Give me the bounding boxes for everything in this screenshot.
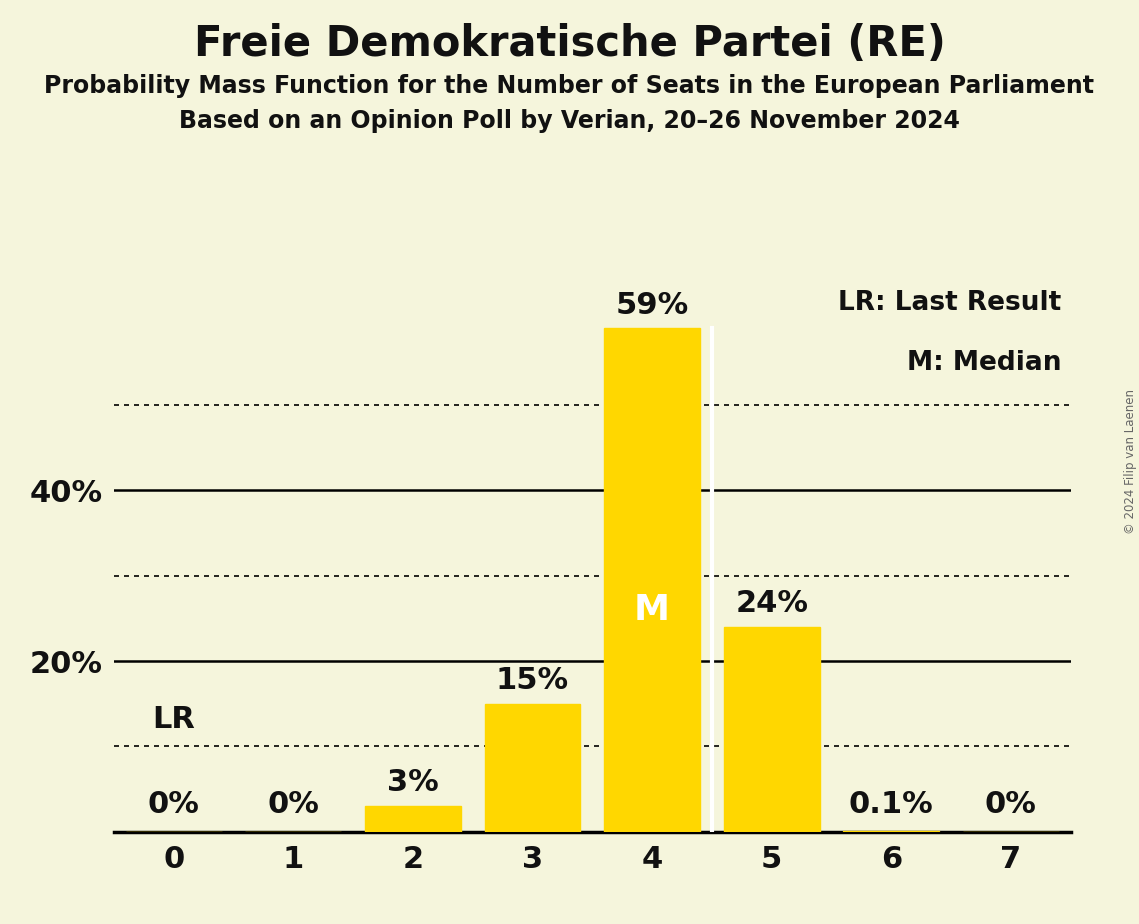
Bar bbox=[604, 328, 699, 832]
Bar bbox=[724, 626, 819, 832]
Text: 0%: 0% bbox=[148, 790, 199, 819]
Text: 3%: 3% bbox=[387, 769, 439, 797]
Text: M: M bbox=[634, 593, 670, 627]
Text: Based on an Opinion Poll by Verian, 20–26 November 2024: Based on an Opinion Poll by Verian, 20–2… bbox=[179, 109, 960, 133]
Text: LR: LR bbox=[153, 704, 195, 734]
Text: © 2024 Filip van Laenen: © 2024 Filip van Laenen bbox=[1124, 390, 1137, 534]
Text: 24%: 24% bbox=[735, 590, 809, 618]
Bar bbox=[484, 704, 580, 832]
Text: 15%: 15% bbox=[495, 666, 570, 695]
Text: Probability Mass Function for the Number of Seats in the European Parliament: Probability Mass Function for the Number… bbox=[44, 74, 1095, 98]
Text: 0%: 0% bbox=[268, 790, 319, 819]
Text: M: Median: M: Median bbox=[907, 349, 1062, 376]
Text: 0.1%: 0.1% bbox=[849, 790, 934, 819]
Text: 0%: 0% bbox=[985, 790, 1036, 819]
Text: Freie Demokratische Partei (RE): Freie Demokratische Partei (RE) bbox=[194, 23, 945, 65]
Text: LR: Last Result: LR: Last Result bbox=[838, 290, 1062, 316]
Bar bbox=[364, 806, 460, 832]
Text: 59%: 59% bbox=[615, 291, 689, 320]
